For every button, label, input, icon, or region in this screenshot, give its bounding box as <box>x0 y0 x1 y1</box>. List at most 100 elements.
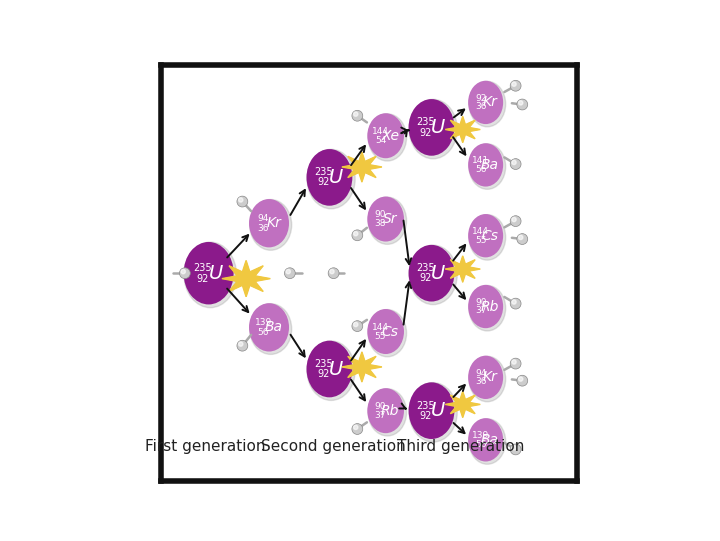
Polygon shape <box>445 391 480 418</box>
Text: Second generation: Second generation <box>261 439 406 453</box>
Text: U: U <box>431 118 445 137</box>
Text: Rb: Rb <box>381 404 400 418</box>
Text: 235: 235 <box>315 167 333 177</box>
Circle shape <box>354 322 358 327</box>
Text: 56: 56 <box>475 164 487 174</box>
Text: Ba: Ba <box>481 158 499 172</box>
Circle shape <box>517 234 528 245</box>
Circle shape <box>512 217 516 222</box>
Circle shape <box>352 321 363 332</box>
Ellipse shape <box>249 199 289 247</box>
Ellipse shape <box>468 418 503 461</box>
Ellipse shape <box>469 286 505 331</box>
Text: 55: 55 <box>375 332 387 340</box>
Text: 139: 139 <box>472 431 490 440</box>
Text: 235: 235 <box>315 359 333 369</box>
Ellipse shape <box>368 197 407 245</box>
Text: 235: 235 <box>416 400 435 411</box>
Ellipse shape <box>409 245 457 305</box>
Ellipse shape <box>184 242 237 308</box>
Text: U: U <box>431 263 445 283</box>
Text: 36: 36 <box>475 102 487 111</box>
Text: 54: 54 <box>375 136 386 145</box>
Text: 90: 90 <box>375 210 387 219</box>
Text: Ba: Ba <box>265 320 283 334</box>
Ellipse shape <box>250 304 292 354</box>
Ellipse shape <box>469 215 505 260</box>
Text: 92: 92 <box>318 369 330 379</box>
Circle shape <box>238 342 243 346</box>
Ellipse shape <box>468 214 503 258</box>
Polygon shape <box>342 352 382 382</box>
Ellipse shape <box>307 341 352 397</box>
Circle shape <box>286 269 290 274</box>
Ellipse shape <box>368 114 407 161</box>
Polygon shape <box>445 116 480 143</box>
Ellipse shape <box>368 309 407 357</box>
Ellipse shape <box>469 144 505 189</box>
Circle shape <box>238 198 243 202</box>
Text: U: U <box>431 401 445 420</box>
Polygon shape <box>445 256 480 282</box>
Text: Kr: Kr <box>482 95 498 109</box>
Text: U: U <box>329 360 343 379</box>
Text: 56: 56 <box>475 440 487 448</box>
Text: Kr: Kr <box>266 216 282 230</box>
Circle shape <box>354 112 358 116</box>
Circle shape <box>518 377 523 381</box>
Circle shape <box>179 268 190 279</box>
Ellipse shape <box>408 245 454 301</box>
Text: 92: 92 <box>196 274 209 284</box>
Polygon shape <box>222 260 270 297</box>
Text: 38: 38 <box>375 219 387 228</box>
Ellipse shape <box>409 382 457 442</box>
Circle shape <box>510 80 521 91</box>
Ellipse shape <box>250 200 292 250</box>
Text: 235: 235 <box>193 262 212 273</box>
Text: 36: 36 <box>475 377 487 386</box>
Ellipse shape <box>307 149 355 209</box>
Text: 92: 92 <box>420 411 432 421</box>
Ellipse shape <box>468 355 503 399</box>
Circle shape <box>330 269 334 274</box>
Circle shape <box>518 101 523 105</box>
Circle shape <box>510 159 521 169</box>
Text: 141: 141 <box>472 156 490 165</box>
Ellipse shape <box>469 81 505 127</box>
Ellipse shape <box>408 382 454 439</box>
Text: Sr: Sr <box>383 212 397 226</box>
Text: 92: 92 <box>420 273 432 283</box>
Text: Kr: Kr <box>482 371 498 384</box>
Ellipse shape <box>409 100 457 159</box>
Circle shape <box>181 269 186 274</box>
Ellipse shape <box>469 357 505 402</box>
Text: 37: 37 <box>375 411 387 420</box>
Ellipse shape <box>469 419 505 464</box>
Ellipse shape <box>184 242 233 305</box>
Ellipse shape <box>368 389 407 436</box>
Circle shape <box>237 196 248 207</box>
Ellipse shape <box>367 113 404 158</box>
Circle shape <box>512 360 516 364</box>
Text: 144: 144 <box>472 227 490 236</box>
Ellipse shape <box>468 143 503 187</box>
Circle shape <box>518 235 523 240</box>
Text: 139: 139 <box>255 318 272 327</box>
Text: 92: 92 <box>475 94 487 103</box>
Text: 94: 94 <box>475 368 487 378</box>
Text: Cs: Cs <box>482 229 498 243</box>
Polygon shape <box>342 152 382 182</box>
Ellipse shape <box>468 285 503 328</box>
Text: Cs: Cs <box>382 325 399 339</box>
Text: 36: 36 <box>258 223 269 233</box>
Text: Rb: Rb <box>481 300 499 314</box>
Circle shape <box>512 446 516 450</box>
Text: 37: 37 <box>475 306 487 315</box>
Ellipse shape <box>307 341 355 400</box>
Circle shape <box>512 160 516 164</box>
Text: 144: 144 <box>372 322 389 332</box>
Ellipse shape <box>367 388 404 433</box>
Text: 90: 90 <box>475 298 487 307</box>
Circle shape <box>517 99 528 110</box>
Text: First generation: First generation <box>145 439 266 453</box>
